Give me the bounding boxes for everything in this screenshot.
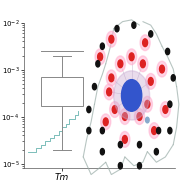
Circle shape bbox=[122, 136, 127, 143]
Circle shape bbox=[121, 80, 142, 111]
Circle shape bbox=[126, 49, 137, 65]
Circle shape bbox=[138, 142, 141, 148]
Circle shape bbox=[118, 60, 123, 68]
Circle shape bbox=[160, 102, 171, 117]
Circle shape bbox=[87, 106, 91, 113]
Circle shape bbox=[138, 56, 148, 72]
Circle shape bbox=[149, 31, 153, 37]
Circle shape bbox=[142, 96, 152, 112]
Circle shape bbox=[115, 26, 119, 32]
Circle shape bbox=[93, 84, 96, 90]
Bar bbox=[41, 77, 82, 106]
Circle shape bbox=[152, 127, 157, 134]
Circle shape bbox=[168, 101, 172, 107]
Circle shape bbox=[109, 74, 114, 82]
Circle shape bbox=[122, 113, 127, 120]
Circle shape bbox=[157, 127, 161, 134]
Circle shape bbox=[140, 35, 150, 51]
Circle shape bbox=[171, 75, 175, 81]
Circle shape bbox=[137, 113, 142, 120]
Circle shape bbox=[95, 49, 105, 65]
Circle shape bbox=[149, 123, 159, 139]
Circle shape bbox=[148, 77, 153, 85]
Circle shape bbox=[140, 60, 145, 68]
Circle shape bbox=[103, 118, 108, 126]
Circle shape bbox=[166, 48, 170, 55]
Circle shape bbox=[87, 127, 91, 134]
Circle shape bbox=[146, 74, 156, 89]
Circle shape bbox=[100, 127, 104, 134]
Circle shape bbox=[106, 70, 116, 86]
Circle shape bbox=[146, 117, 149, 123]
Circle shape bbox=[132, 22, 136, 28]
Circle shape bbox=[112, 106, 117, 113]
Circle shape bbox=[159, 65, 165, 73]
Circle shape bbox=[157, 61, 167, 77]
Circle shape bbox=[145, 100, 150, 108]
Ellipse shape bbox=[114, 71, 150, 120]
Circle shape bbox=[96, 61, 100, 67]
Circle shape bbox=[168, 127, 172, 134]
Circle shape bbox=[101, 114, 111, 130]
Circle shape bbox=[143, 39, 148, 46]
Circle shape bbox=[154, 149, 158, 155]
Circle shape bbox=[98, 53, 103, 61]
Circle shape bbox=[138, 163, 141, 169]
Circle shape bbox=[104, 84, 114, 100]
Circle shape bbox=[106, 31, 116, 47]
Circle shape bbox=[107, 88, 112, 96]
Circle shape bbox=[110, 102, 120, 117]
Circle shape bbox=[129, 53, 134, 61]
Circle shape bbox=[100, 149, 104, 155]
Circle shape bbox=[100, 43, 104, 49]
Circle shape bbox=[118, 163, 122, 169]
Circle shape bbox=[115, 56, 126, 72]
Circle shape bbox=[109, 35, 114, 43]
Circle shape bbox=[120, 109, 130, 124]
Circle shape bbox=[118, 142, 122, 148]
Circle shape bbox=[134, 109, 145, 124]
Circle shape bbox=[120, 132, 130, 147]
Circle shape bbox=[163, 106, 168, 113]
